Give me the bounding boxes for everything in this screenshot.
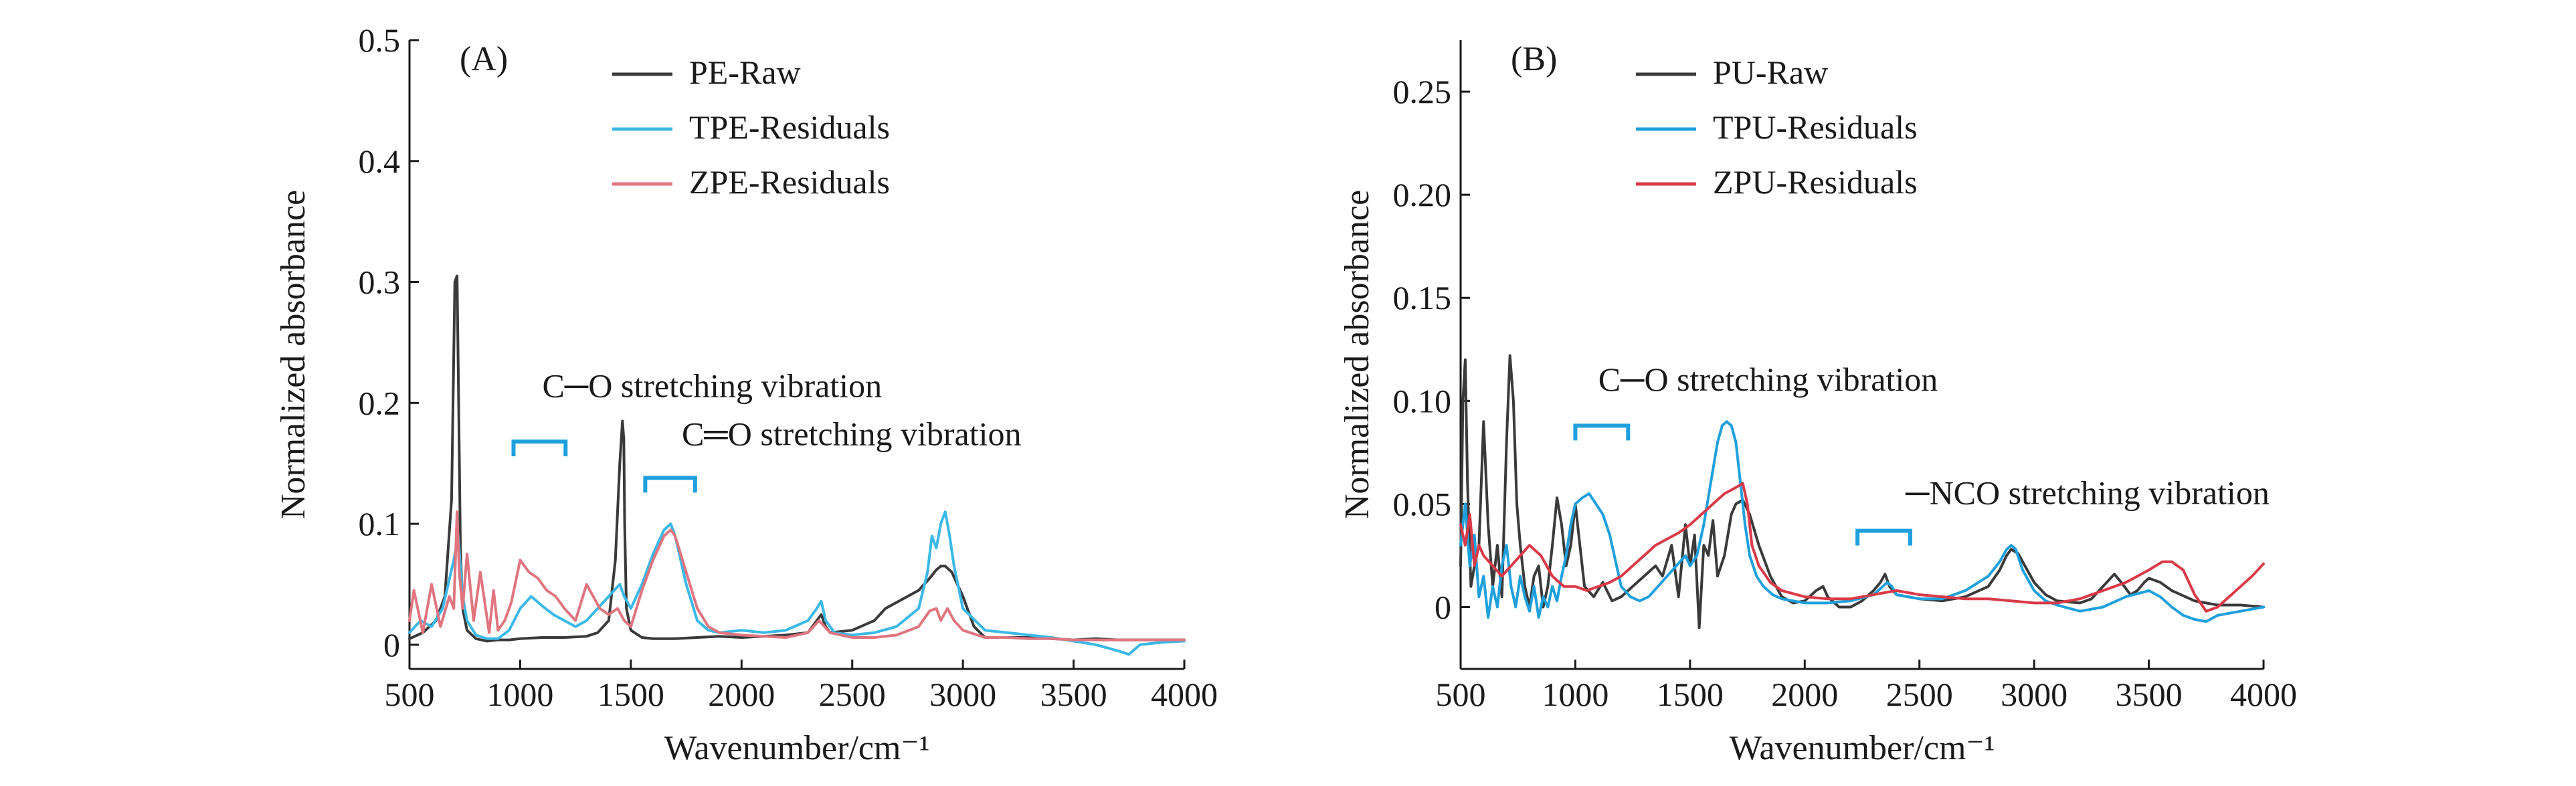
y-tick-label: 0.3 [359, 264, 401, 301]
y-tick-label: 0.15 [1393, 279, 1452, 316]
series-line [408, 274, 1186, 643]
x-axis-title: Wavenumber/cm⁻¹ [664, 729, 930, 767]
x-tick-label: 2000 [708, 676, 775, 713]
legend-label: TPE-Residuals [689, 108, 890, 146]
legend-label: PE-Raw [689, 54, 801, 91]
x-tick-label: 500 [385, 676, 435, 713]
series-line [408, 510, 1186, 656]
x-tick-label: 2000 [1771, 676, 1838, 713]
panel-b: 500 1000 1500 2000 2500 3000 3500 4000 0 0.05 0.10… [1338, 40, 2297, 767]
x-tick-label: 2500 [819, 676, 886, 713]
y-tick-label: 0.5 [359, 21, 401, 59]
annotation-bracket [1855, 528, 1912, 546]
series-line [1459, 420, 2265, 623]
x-axis-title: Wavenumber/cm⁻¹ [1730, 729, 1995, 767]
legend-label: ZPU-Residuals [1713, 163, 1918, 201]
annotation-label: ─NCO stretching vibration [1905, 474, 2270, 511]
series-line [1459, 354, 2265, 629]
series-line [408, 510, 1186, 642]
y-tick-label: 0.20 [1393, 176, 1452, 213]
legend-label: ZPE-Residuals [689, 163, 890, 201]
annotation-label: C═O stretching vibration [682, 415, 1022, 453]
x-tick-label: 1000 [1542, 676, 1608, 713]
y-axis-title: Normalized absorbance [1338, 190, 1376, 519]
y-axis-title: Normalized absorbance [274, 190, 312, 519]
x-tick-label: 500 [1436, 676, 1486, 713]
x-tick-label: 3000 [929, 676, 996, 713]
annotation-bracket [1573, 423, 1631, 441]
x-tick-label: 1000 [486, 676, 553, 713]
legend-label: TPU-Residuals [1713, 108, 1918, 146]
series-line [1459, 482, 2265, 613]
y-tick-label: 0 [1435, 589, 1451, 626]
y-tick-label: 0.4 [359, 142, 401, 180]
annotation-label: C─O stretching vibration [1598, 361, 1938, 398]
x-tick-label: 2500 [1886, 676, 1953, 713]
y-tick-label: 0.10 [1393, 382, 1452, 419]
x-tick-label: 3500 [2116, 676, 2183, 713]
annotation-label: C─O stretching vibration [543, 367, 883, 404]
y-tick-label: 0.05 [1393, 485, 1452, 522]
legend-label: PU-Raw [1713, 54, 1828, 91]
x-tick-label: 3000 [2001, 676, 2067, 713]
y-tick-label: 0.25 [1393, 73, 1452, 110]
panel-label: (A) [460, 40, 508, 78]
y-tick-label: 0 [383, 626, 400, 664]
annotation-bracket [511, 439, 568, 457]
x-tick-label: 3500 [1040, 676, 1107, 713]
y-tick-label: 0.1 [359, 505, 401, 543]
annotation-bracket [643, 476, 697, 493]
x-tick-label: 4000 [2230, 676, 2297, 713]
x-tick-label: 1500 [597, 676, 664, 713]
y-tick-label: 0.2 [359, 384, 401, 421]
panel-label: (B) [1511, 40, 1557, 78]
panel-a: 500 1000 1500 2000 2500 3000 3500 4000 0 0.1 0.2 0.… [274, 21, 1218, 767]
x-tick-label: 1500 [1657, 676, 1724, 713]
x-tick-label: 4000 [1151, 676, 1218, 713]
